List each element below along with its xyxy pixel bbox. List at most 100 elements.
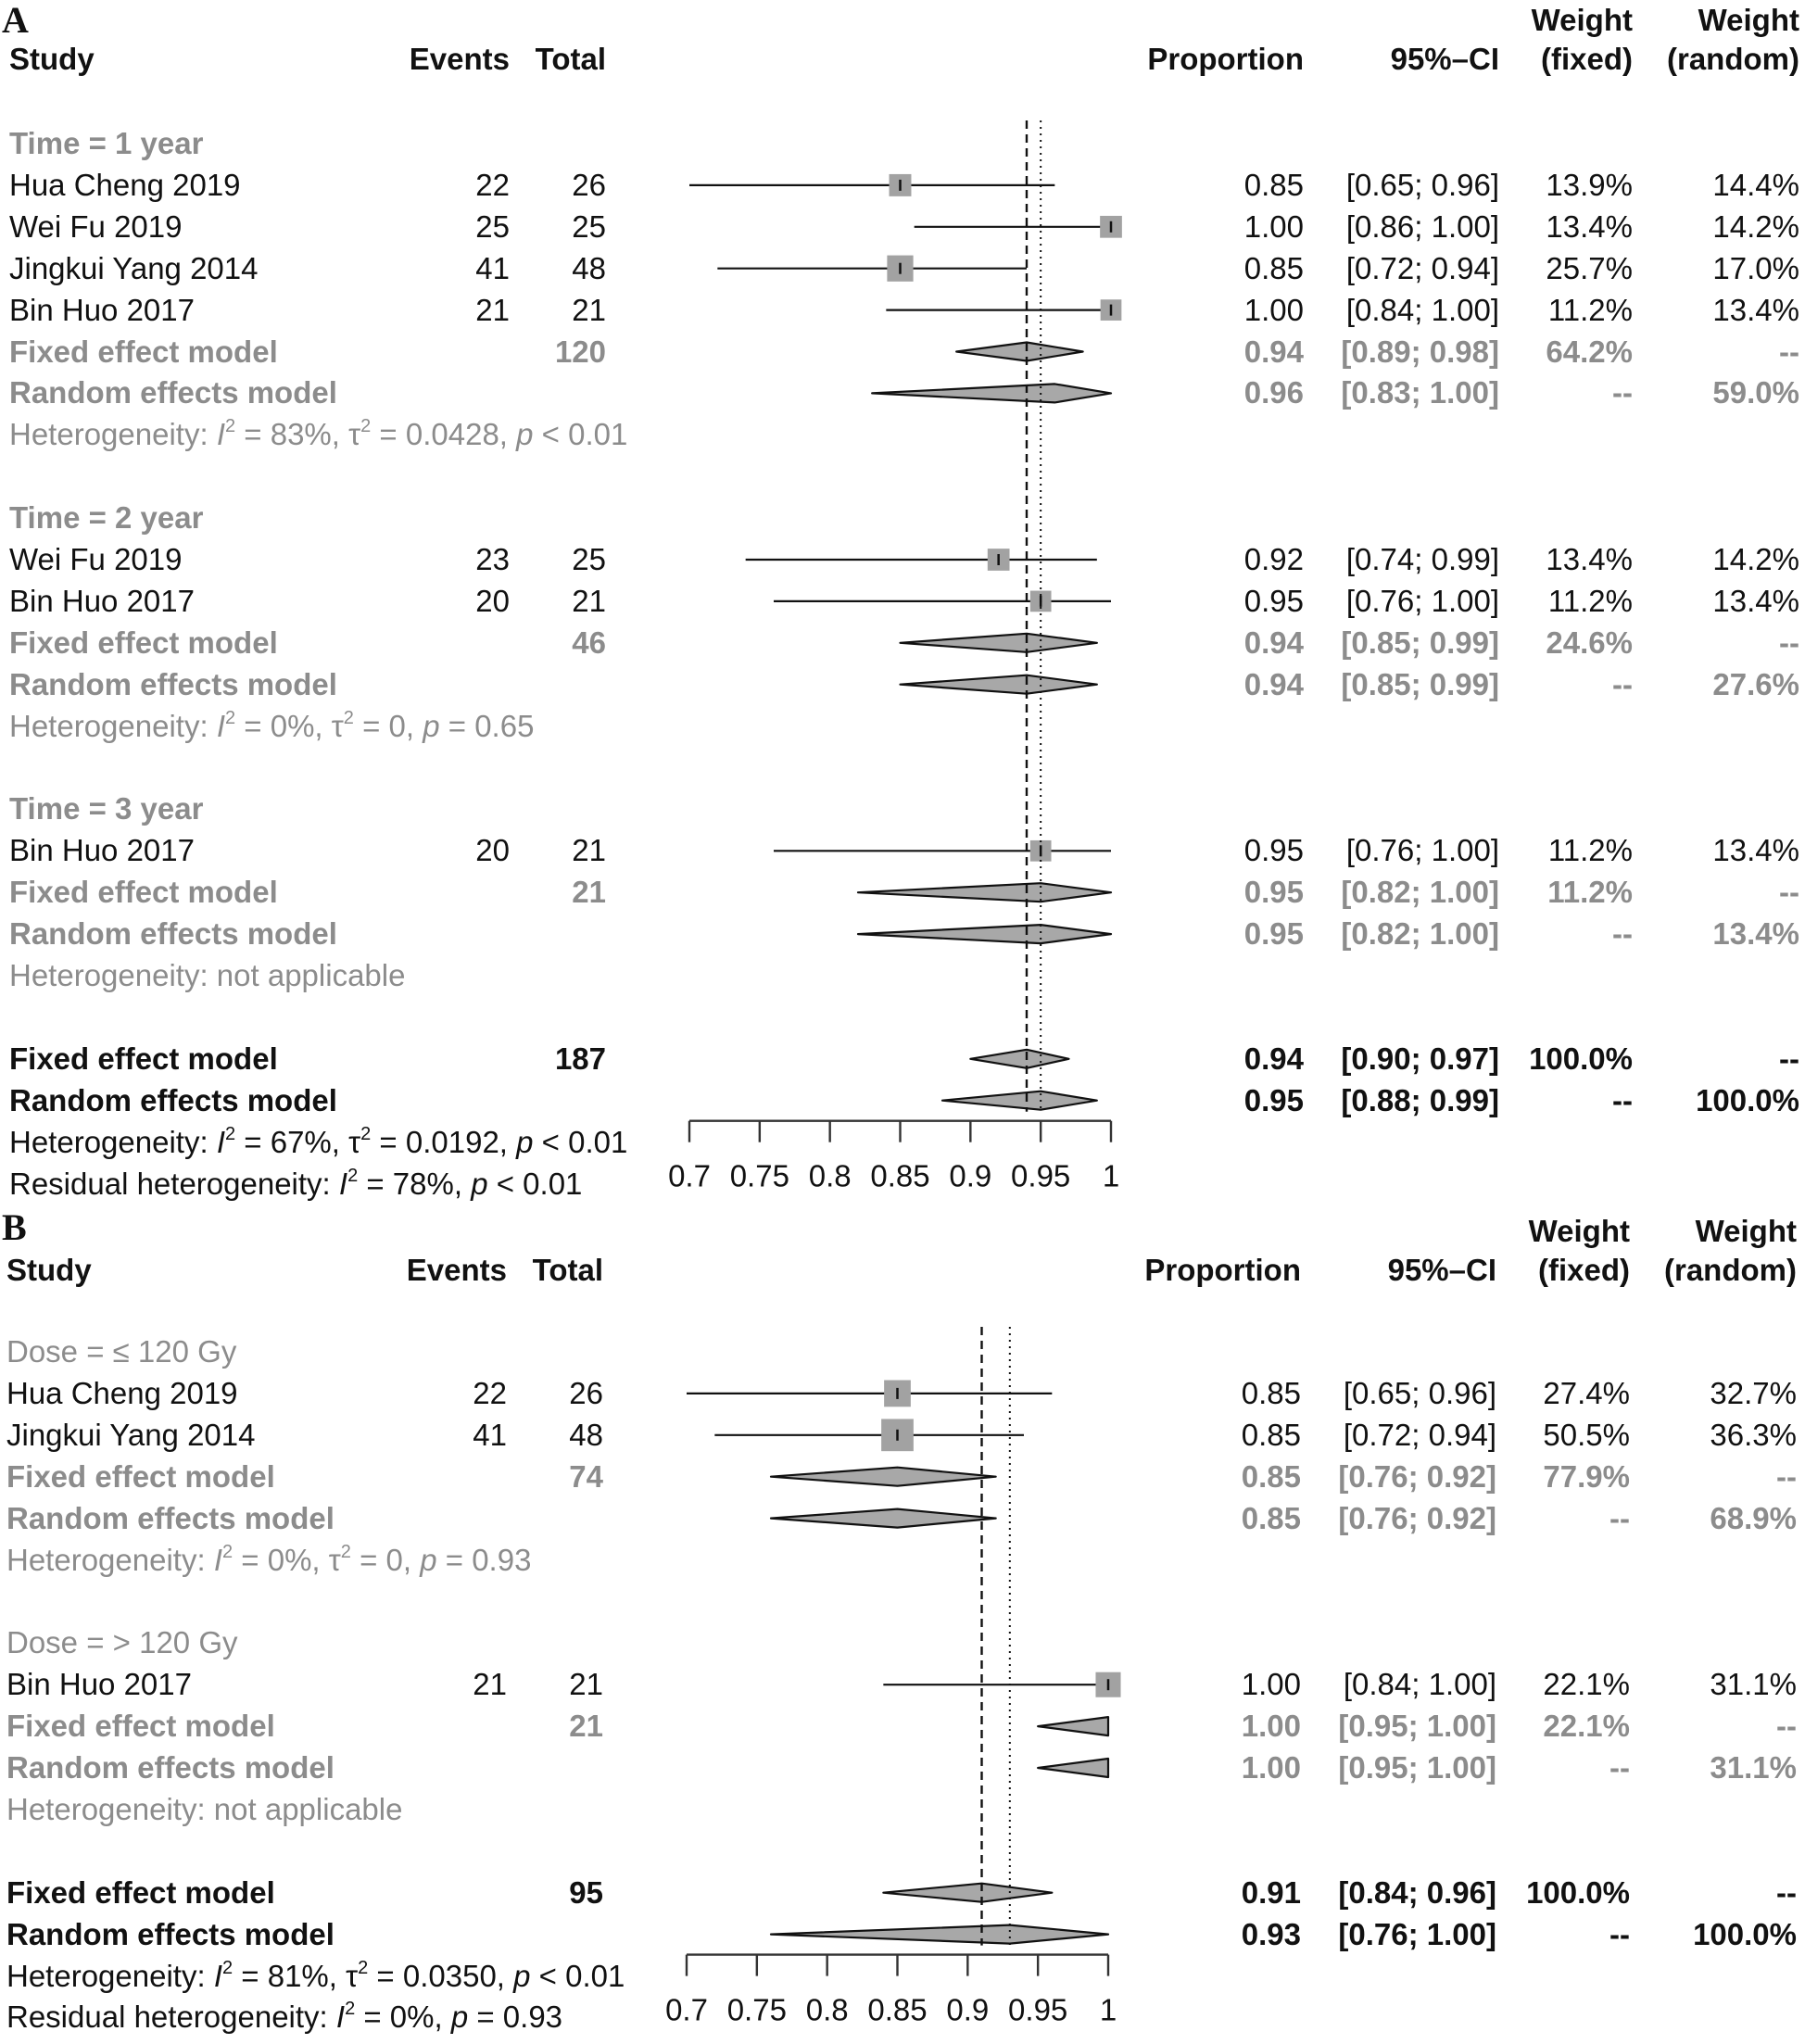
weight-fixed-value: 13.4%: [1546, 208, 1633, 244]
proportion-value: 0.94: [1243, 666, 1304, 701]
fixed-effect-row-label: Fixed effect model: [9, 625, 278, 660]
header-events: Events: [406, 1253, 507, 1287]
proportion-value: 0.85: [1241, 1417, 1301, 1452]
proportion-value: 1.00: [1243, 292, 1304, 327]
random-effects-diamond: [769, 1924, 1110, 1945]
random-effects-row-label: Random effects model: [9, 1082, 337, 1117]
study-row-label: Hua Cheng 2019: [6, 1375, 238, 1410]
fixed-effect-row-label: Fixed effect model: [9, 334, 278, 369]
random-effects-diamond: [856, 923, 1113, 945]
proportion-value: 0.94: [1243, 334, 1304, 369]
events-value: 22: [475, 167, 510, 202]
ci-value: [0.85; 0.99]: [1341, 625, 1499, 660]
fixed-effect-diamond: [1037, 1715, 1110, 1737]
fixed-effect-diamond: [882, 1882, 1054, 1903]
weight-random-value: 31.1%: [1710, 1750, 1797, 1785]
total-value: 21: [572, 833, 606, 868]
x-axis-tick-label: 0.85: [870, 1159, 929, 1193]
proportion-value: 1.00: [1241, 1709, 1301, 1744]
fixed-effect-row-label: Fixed effect model: [6, 1458, 275, 1494]
study-row-label: Wei Fu 2019: [9, 208, 183, 244]
x-axis-tick-label: 0.7: [665, 1993, 708, 2027]
x-axis-tick-label: 0.75: [730, 1159, 789, 1193]
header-ci: 95%–CI: [1387, 1253, 1496, 1287]
weight-random-value: 31.1%: [1710, 1667, 1797, 1702]
weight-random-value: 14.2%: [1712, 208, 1799, 244]
weight-fixed-value: --: [1609, 1500, 1630, 1535]
header-weight-fixed: Weight: [1528, 1214, 1630, 1248]
weight-random-value: --: [1779, 875, 1799, 910]
header-weight-fixed-sub: (fixed): [1541, 42, 1633, 76]
total-value: 187: [554, 1041, 606, 1076]
total-value: 46: [572, 625, 606, 660]
proportion-value: 1.00: [1241, 1750, 1301, 1785]
fixed-effect-diamond: [856, 882, 1113, 903]
weight-fixed-value: 22.1%: [1543, 1667, 1630, 1702]
weight-fixed-value: --: [1612, 375, 1633, 410]
weight-random-value: 13.4%: [1712, 583, 1799, 618]
ci-value: [0.89; 0.98]: [1341, 334, 1499, 369]
proportion-value: 0.95: [1243, 916, 1304, 952]
weight-random-value: 13.4%: [1712, 916, 1799, 952]
ci-value: [0.76; 1.00]: [1338, 1916, 1496, 1951]
x-axis-tick-label: 0.95: [1011, 1159, 1070, 1193]
x-axis-tick-label: 0.9: [949, 1159, 991, 1193]
weight-random-value: --: [1776, 1458, 1797, 1494]
fixed-effect-diamond: [899, 632, 1098, 653]
total-value: 48: [572, 250, 606, 285]
weight-random-value: 68.9%: [1710, 1500, 1797, 1535]
x-axis-tick-label: 1: [1103, 1159, 1119, 1193]
ci-value: [0.84; 1.00]: [1343, 1667, 1496, 1702]
weight-random-value: 100.0%: [1693, 1916, 1797, 1951]
total-value: 26: [572, 167, 606, 202]
header-ci: 95%–CI: [1390, 42, 1499, 76]
events-value: 41: [475, 250, 510, 285]
proportion-value: 0.94: [1243, 625, 1304, 660]
ci-value: [0.86; 1.00]: [1345, 208, 1499, 244]
x-axis-tick-label: 0.95: [1008, 1993, 1067, 2027]
ci-value: [0.90; 0.97]: [1341, 1041, 1499, 1076]
weight-fixed-value: 22.1%: [1543, 1709, 1630, 1744]
proportion-value: 0.95: [1243, 833, 1304, 868]
events-value: 20: [475, 833, 510, 868]
subgroup-label: Time = 3 year: [9, 791, 204, 826]
weight-fixed-value: --: [1612, 916, 1633, 952]
study-row-label: Bin Huo 2017: [9, 833, 195, 868]
header-total: Total: [535, 42, 606, 76]
proportion-value: 1.00: [1243, 208, 1304, 244]
weight-fixed-value: --: [1612, 666, 1633, 701]
fixed-effect-diamond: [955, 341, 1084, 362]
subgroup-label: Dose = > 120 Gy: [6, 1625, 238, 1660]
subgroup-label: Time = 2 year: [9, 500, 204, 536]
total-value: 26: [569, 1375, 603, 1410]
weight-fixed-value: 13.9%: [1546, 167, 1633, 202]
events-value: 25: [475, 208, 510, 244]
weight-fixed-value: 11.2%: [1547, 292, 1633, 327]
random-effects-diamond: [940, 1090, 1098, 1111]
random-effects-diamond: [1037, 1757, 1110, 1779]
header-study: Study: [9, 42, 95, 76]
proportion-value: 0.85: [1241, 1375, 1301, 1410]
total-value: 95: [569, 1874, 603, 1910]
panel-label-b: B: [2, 1206, 27, 1248]
weight-random-value: 14.4%: [1712, 167, 1799, 202]
random-effects-row-label: Random effects model: [6, 1500, 334, 1535]
ci-value: [0.84; 1.00]: [1345, 292, 1499, 327]
events-value: 21: [473, 1667, 507, 1702]
weight-random-value: 17.0%: [1712, 250, 1799, 285]
events-value: 22: [473, 1375, 507, 1410]
weight-fixed-value: --: [1612, 1082, 1633, 1117]
fixed-effect-row-label: Fixed effect model: [6, 1709, 275, 1744]
weight-fixed-value: 100.0%: [1529, 1041, 1633, 1076]
x-axis-tick-label: 1: [1100, 1993, 1117, 2027]
study-row-label: Jingkui Yang 2014: [9, 250, 259, 285]
panel-label-a: A: [2, 0, 29, 41]
weight-random-value: --: [1776, 1874, 1797, 1910]
total-value: 120: [554, 334, 606, 369]
overall-heterogeneity: Heterogeneity: I2 = 81%, τ2 = 0.0350, p …: [6, 1957, 625, 1993]
weight-random-value: --: [1779, 625, 1799, 660]
study-row-label: Bin Huo 2017: [9, 583, 195, 618]
study-row-label: Bin Huo 2017: [9, 292, 195, 327]
proportion-value: 1.00: [1241, 1667, 1301, 1702]
